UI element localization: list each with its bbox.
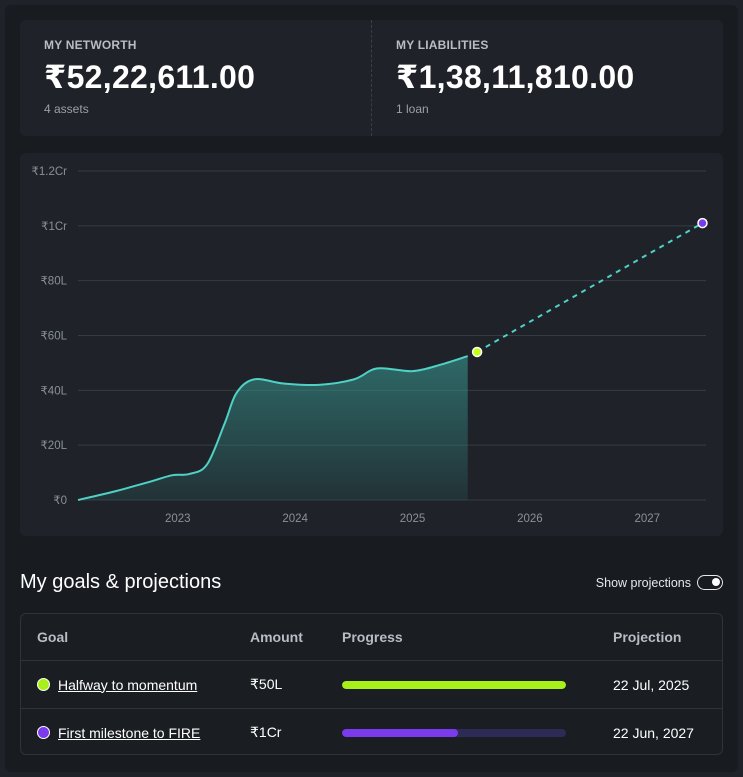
goals-table: Goal Amount Progress Projection Halfway …	[20, 613, 723, 755]
y-tick-label: ₹60L	[40, 331, 67, 343]
y-tick-label: ₹80L	[40, 276, 67, 288]
projection-marker	[697, 217, 708, 229]
liabilities-card: MY LIABILITIES ₹1,38,11,810.00 1 loan	[371, 20, 723, 136]
goal-progress-bar	[342, 728, 566, 737]
projection-line	[476, 222, 703, 353]
liabilities-label: MY LIABILITIES	[396, 38, 489, 52]
goal-color-dot	[37, 678, 50, 691]
table-row: Halfway to momentum ₹50L 22 Jul, 2025	[21, 660, 722, 708]
liabilities-loan-count: 1 loan	[396, 102, 429, 116]
goal-link-first-milestone[interactable]: First milestone to FIRE	[58, 724, 201, 741]
goals-title: My goals & projections	[20, 571, 222, 593]
networth-chart: ₹0 ₹20L ₹40L ₹60L ₹80L ₹1Cr ₹1.2Cr 2023 2024 2025…	[20, 153, 723, 536]
header-progress: Progress	[342, 629, 403, 645]
x-tick-label: 2025	[400, 513, 426, 525]
goal-link-halfway[interactable]: Halfway to momentum	[58, 676, 198, 693]
goal-progress-fill	[342, 728, 459, 737]
header-goal: Goal	[37, 629, 69, 645]
y-tick-label: ₹20L	[40, 440, 67, 452]
networth-area-fill	[78, 356, 468, 500]
x-tick-label: 2024	[282, 513, 308, 525]
liabilities-value: ₹1,38,11,810.00	[396, 59, 635, 95]
header-projection: Projection	[613, 629, 682, 645]
goal-projection-date: 22 Jul, 2025	[613, 676, 690, 693]
y-tick-label: ₹1.2Cr	[32, 166, 68, 178]
show-projections-label: Show projections	[595, 575, 691, 590]
x-tick-label: 2027	[635, 513, 661, 525]
goal-amount: ₹50L	[250, 676, 283, 692]
y-tick-label: ₹0	[53, 495, 67, 507]
goal-amount: ₹1Cr	[250, 724, 282, 740]
toggle-switch[interactable]	[697, 575, 723, 590]
networth-assets-count: 4 assets	[44, 102, 89, 116]
x-tick-label: 2023	[165, 513, 191, 525]
networth-card: MY NETWORTH ₹52,22,611.00 4 assets	[20, 20, 371, 136]
goals-table-header: Goal Amount Progress Projection	[21, 614, 722, 660]
networth-chart-svg: ₹0 ₹20L ₹40L ₹60L ₹80L ₹1Cr ₹1.2Cr 2023 2024 2025…	[32, 166, 708, 525]
x-tick-label: 2026	[517, 513, 543, 525]
goal-projection-date: 22 Jun, 2027	[613, 724, 694, 741]
table-row: First milestone to FIRE ₹1Cr 22 Jun, 202…	[21, 708, 722, 754]
summary-cards: MY NETWORTH ₹52,22,611.00 4 assets MY LI…	[20, 20, 723, 136]
networth-history-line	[77, 355, 469, 501]
show-projections-toggle[interactable]: Show projections	[596, 575, 723, 590]
y-tick-label: ₹40L	[40, 385, 67, 397]
projection-marker	[471, 346, 483, 358]
networth-value: ₹52,22,611.00	[44, 59, 256, 95]
goal-progress-fill	[342, 680, 566, 689]
goal-progress-bar	[342, 680, 566, 689]
networth-label: MY NETWORTH	[44, 38, 137, 52]
goal-color-dot	[37, 726, 50, 739]
header-amount: Amount	[250, 629, 303, 645]
toggle-knob	[712, 578, 720, 586]
y-tick-label: ₹1Cr	[41, 221, 67, 233]
